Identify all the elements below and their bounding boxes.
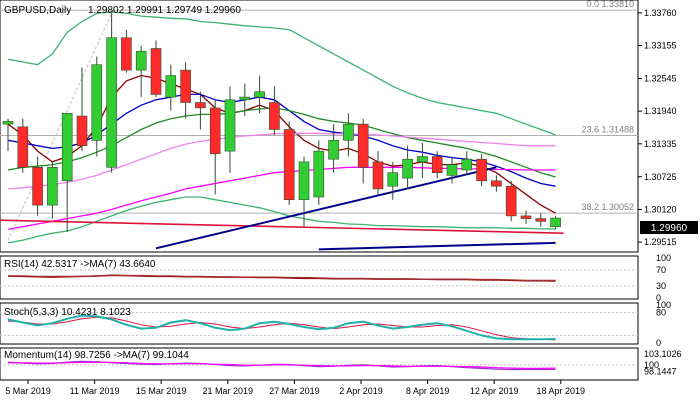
trendline-lower (318, 241, 556, 251)
candle-body (298, 161, 310, 201)
candle-body (121, 37, 132, 71)
price-tick-label: 1.31940 (644, 106, 677, 116)
momentum-panel-frame (0, 347, 639, 381)
x-tick-label: 8 Apr 2019 (406, 386, 450, 396)
moving-average-line (7, 107, 556, 178)
candle-body (283, 129, 295, 201)
x-tick-label: 5 Mar 2019 (5, 386, 51, 396)
price-tick-label: 1.33155 (644, 41, 677, 51)
candle-body (239, 96, 251, 101)
x-axis: 5 Mar 2019 11 Mar 2019 15 Mar 2019 21 Mar 2… (5, 380, 585, 396)
candle-body (150, 48, 162, 95)
candle-body (195, 102, 206, 109)
fib-level-label: 0.0 1.33810 (586, 0, 634, 9)
candle-body (17, 126, 29, 168)
rsi-panel: 100 70 30 0 RSI(14) 42.5317 ->MA(7) 43.6640 (0, 253, 671, 303)
candle-body (91, 64, 103, 141)
x-tick-label: 27 Mar 2019 (269, 386, 320, 396)
price-panel-frame (0, 0, 639, 253)
current-price-badge: 1.29960 (640, 221, 698, 234)
candle-body (343, 123, 354, 141)
candle-body (254, 91, 265, 98)
x-tick-label: 11 Mar 2019 (70, 386, 120, 396)
candle-body (372, 161, 384, 190)
rsi-title: RSI(14) 42.5317 ->MA(7) 43.6640 (4, 259, 156, 270)
chart-symbol: GBPUSD,Daily (4, 5, 71, 16)
candle-body (461, 158, 473, 171)
x-tick-label: 12 Apr 2019 (470, 386, 519, 396)
panel-frames (0, 0, 639, 381)
moving-average-line (7, 132, 556, 190)
candle-body (446, 164, 458, 176)
momentum-title: Momentum(14) 98.7256 ->MA(7) 99.1044 (4, 350, 189, 361)
x-tick-label: 2 Apr 2019 (339, 386, 383, 396)
channel-line (7, 13, 113, 241)
candle-body (209, 107, 221, 155)
candle-body (328, 140, 339, 160)
trendline (155, 166, 497, 250)
rsi-tick-label: 70 (656, 265, 666, 275)
fib-level-label: 23.6 1.31488 (581, 125, 634, 135)
x-tick-label: 21 Mar 2019 (203, 386, 254, 396)
fib-level-label: 38.2 1.30052 (581, 202, 634, 212)
candle-body (491, 180, 502, 187)
support-line (0, 219, 564, 234)
x-tick-label: 15 Mar 2019 (136, 386, 187, 396)
candle-body (387, 172, 399, 187)
candle-body (76, 115, 88, 147)
candle-body (165, 75, 177, 98)
stoch-tick-label: 0 (656, 338, 661, 348)
price-badge-box (640, 221, 698, 234)
price-tick-label: 1.33760 (644, 8, 677, 18)
rsi-tick-label: 0 (656, 293, 661, 303)
price-tick-label: 1.30120 (644, 204, 677, 214)
stoch-tick-label: 100 (656, 300, 671, 310)
price-panel: 1.33760 1.33155 1.32545 1.31940 1.31335 1.307… (0, 0, 677, 251)
candle-body (61, 113, 73, 182)
momentum-line (8, 361, 556, 369)
chart-ohlc: 1.29802 1.29991 1.29749 1.29960 (88, 5, 241, 16)
rsi-tick-label: 30 (656, 281, 666, 291)
candle-body (402, 158, 413, 179)
candle-body (180, 69, 191, 103)
momentum-tick-label: 100 (644, 360, 659, 370)
momentum-tick-label: 98.1447 (644, 366, 677, 376)
price-tick-label: 1.30725 (644, 172, 677, 182)
stoch-panel-frame (0, 302, 639, 345)
stoch-main-line (7, 314, 556, 341)
candle-body (535, 218, 547, 222)
candle-body (135, 50, 147, 71)
candle-body (269, 102, 280, 130)
moving-average-line (7, 11, 556, 136)
candle-body (47, 167, 58, 206)
stoch-tick-label: 80 (656, 308, 666, 318)
momentum-tick-label: 103.1026 (644, 349, 682, 359)
candle-body (2, 121, 14, 125)
candle-body (357, 123, 369, 168)
rsi-line (8, 274, 556, 282)
price-tick-label: 1.31335 (644, 139, 677, 149)
candle-body (476, 158, 487, 182)
candle-body (313, 150, 325, 198)
rsi-tick-label: 100 (656, 253, 671, 263)
candle-body (417, 156, 428, 163)
candle-body (106, 37, 117, 168)
rsi-panel-frame (0, 255, 639, 300)
stoch-title: Stoch(5,3,3) 10.4231 8.1023 (4, 307, 131, 318)
candle-body (224, 99, 236, 152)
moving-average-line (7, 196, 556, 244)
price-badge-text: 1.29960 (651, 223, 688, 234)
price-tick-label: 1.32545 (644, 73, 677, 83)
price-tick-label: 1.29515 (644, 237, 677, 247)
x-tick-label: 18 Apr 2019 (537, 386, 586, 396)
candle-body (431, 156, 443, 174)
candle-body (550, 217, 561, 228)
candle-body (32, 167, 43, 206)
candle-body (505, 185, 517, 217)
candle-body (520, 215, 532, 219)
